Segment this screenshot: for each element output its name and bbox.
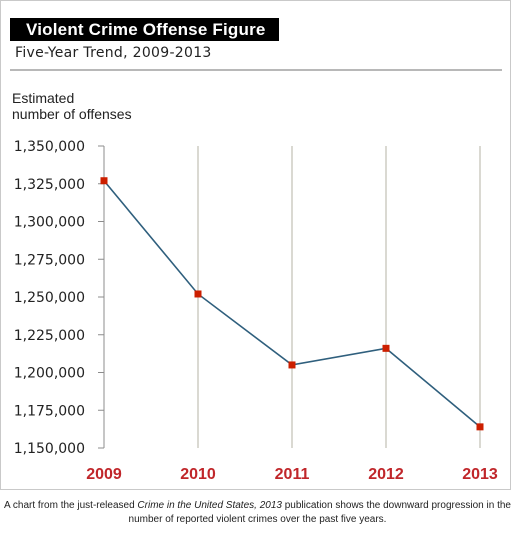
y-tick-label: 1,325,000 bbox=[14, 177, 85, 193]
y-tick-label: 1,350,000 bbox=[14, 139, 85, 155]
x-tick-label: 2012 bbox=[368, 466, 404, 483]
y-axis-label-line-1: Estimated bbox=[12, 90, 75, 106]
chart-title: Violent Crime Offense Figure bbox=[26, 20, 266, 39]
y-tick-label: 1,225,000 bbox=[14, 328, 85, 344]
x-tick-label: 2013 bbox=[462, 466, 498, 483]
data-point bbox=[100, 177, 108, 185]
caption-publication-title: Crime in the United States, 2013 bbox=[137, 500, 282, 511]
data-point bbox=[194, 290, 202, 298]
chart-frame: Violent Crime Offense Figure Five-Year T… bbox=[0, 0, 511, 490]
chart-subtitle: Five-Year Trend, 2009-2013 bbox=[15, 45, 212, 61]
caption-prefix: A chart from the just-released bbox=[4, 500, 138, 511]
data-point bbox=[476, 423, 484, 431]
x-tick-label: 2009 bbox=[86, 466, 122, 483]
y-tick-label: 1,250,000 bbox=[14, 290, 85, 306]
y-tick-label: 1,300,000 bbox=[14, 215, 85, 231]
y-axis-label-line-2: number of offenses bbox=[12, 106, 132, 122]
x-tick-label: 2011 bbox=[275, 466, 310, 483]
y-tick-label: 1,175,000 bbox=[14, 403, 85, 419]
y-tick-label: 1,150,000 bbox=[14, 441, 85, 457]
caption-suffix: publication shows the downward progressi… bbox=[128, 500, 511, 525]
x-tick-label: 2010 bbox=[180, 466, 216, 483]
chart-caption: A chart from the just-released Crime in … bbox=[4, 499, 511, 527]
data-point bbox=[288, 361, 296, 369]
line-chart: 1,350,000 1,325,000 1,300,000 1,275,000 1,25… bbox=[14, 139, 498, 483]
data-point bbox=[382, 344, 390, 352]
header-divider bbox=[10, 69, 502, 71]
title-bar: Violent Crime Offense Figure bbox=[10, 18, 279, 41]
y-tick-label: 1,275,000 bbox=[14, 252, 85, 268]
y-axis-label: Estimated number of offenses bbox=[12, 90, 132, 122]
y-tick-label: 1,200,000 bbox=[14, 366, 85, 382]
